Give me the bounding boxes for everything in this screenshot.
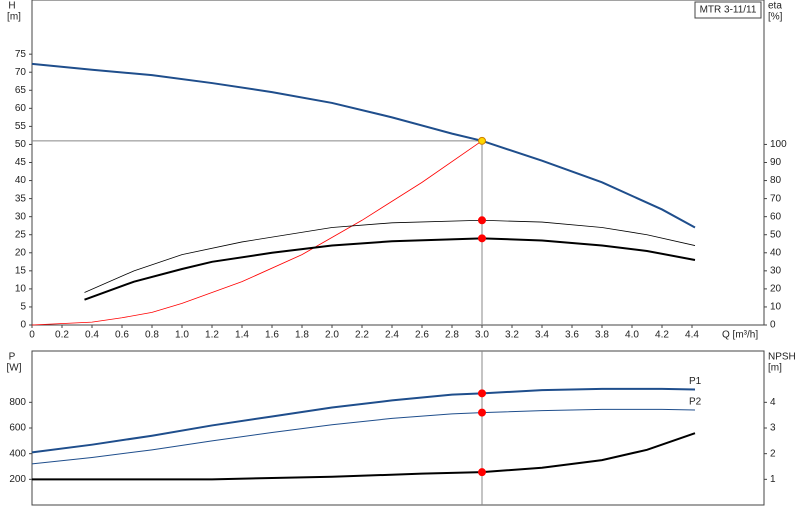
x-tick-label: 0 xyxy=(29,330,35,341)
y2-tick-label: 10 xyxy=(770,302,782,313)
x-tick-label: 1.6 xyxy=(265,330,279,341)
x-tick-label: 4.0 xyxy=(625,330,639,341)
y-axis-unit: [W] xyxy=(7,363,22,374)
y2-tick-label: 60 xyxy=(770,211,782,222)
y2-tick-label: 80 xyxy=(770,175,782,186)
x-tick-label: 1.0 xyxy=(175,330,189,341)
y2-tick-label: 2 xyxy=(770,448,776,459)
y-tick-label: 65 xyxy=(15,85,27,96)
duty-point xyxy=(478,234,486,243)
y-tick-label: 35 xyxy=(15,193,27,204)
duty-point xyxy=(478,136,486,145)
y2-axis-label: NPSH xyxy=(768,352,796,363)
y-tick-label: 60 xyxy=(15,103,27,114)
curve xyxy=(31,408,696,465)
x-tick-label: 0.2 xyxy=(55,330,69,341)
chart-title: MTR 3-11/11 xyxy=(700,5,757,16)
y-axis-label: H xyxy=(8,1,15,12)
duty-point xyxy=(478,468,486,477)
y2-tick-label: 30 xyxy=(770,265,782,276)
title-box xyxy=(694,1,762,19)
y2-tick-label: 50 xyxy=(770,229,782,240)
x-tick-label: 2.4 xyxy=(385,330,399,341)
x-tick-label: 3.2 xyxy=(505,330,519,341)
curve xyxy=(84,219,696,293)
y-tick-label: 45 xyxy=(15,157,27,168)
y-tick-label: 20 xyxy=(15,247,27,258)
x-tick-label: 3.4 xyxy=(535,330,549,341)
x-tick-label: 2.6 xyxy=(415,330,429,341)
x-tick-label: 0.6 xyxy=(115,330,129,341)
curve xyxy=(31,62,696,229)
y-tick-label: 10 xyxy=(15,284,27,295)
y-tick-label: 15 xyxy=(15,265,27,276)
y-tick-label: 200 xyxy=(9,474,26,485)
y2-tick-label: 40 xyxy=(770,247,782,258)
x-tick-label: 2.8 xyxy=(445,330,459,341)
y-tick-label: 70 xyxy=(15,67,27,78)
duty-point xyxy=(478,408,486,417)
duty-point xyxy=(478,216,486,225)
duty-point xyxy=(478,389,486,398)
y2-tick-label: 0 xyxy=(770,320,776,331)
x-tick-label: 4.4 xyxy=(685,330,699,341)
x-tick-label: 0.8 xyxy=(145,330,159,341)
x-tick-label: 0.4 xyxy=(85,330,99,341)
x-tick-label: 1.8 xyxy=(295,330,309,341)
x-axis-label: Q [m³/h] xyxy=(722,330,758,341)
y2-tick-label: 100 xyxy=(770,139,787,150)
y-tick-label: 40 xyxy=(15,175,27,186)
y2-tick-label: 90 xyxy=(770,157,782,168)
y-tick-label: 30 xyxy=(15,211,27,222)
series-label: P2 xyxy=(689,397,702,408)
y-tick-label: 55 xyxy=(15,121,27,132)
y2-tick-label: 20 xyxy=(770,284,782,295)
y-tick-label: 25 xyxy=(15,229,27,240)
series-label: P1 xyxy=(689,376,702,387)
y-tick-label: 50 xyxy=(15,139,27,150)
y-axis-unit: [m] xyxy=(7,12,21,23)
y-tick-label: 800 xyxy=(9,397,26,408)
y-tick-label: 5 xyxy=(20,302,26,313)
y-tick-label: 600 xyxy=(9,423,26,434)
curve xyxy=(31,140,483,326)
curve xyxy=(31,387,696,454)
y-tick-label: 400 xyxy=(9,448,26,459)
y-tick-label: 75 xyxy=(15,49,27,60)
y2-axis-unit: [m] xyxy=(768,363,782,374)
y2-axis-unit: [%] xyxy=(768,12,783,23)
x-tick-label: 1.2 xyxy=(205,330,219,341)
x-tick-label: 3.6 xyxy=(565,330,579,341)
x-tick-label: 2.2 xyxy=(355,330,369,341)
y-tick-label: 0 xyxy=(20,320,26,331)
y2-tick-label: 3 xyxy=(770,423,776,434)
x-tick-label: 3.0 xyxy=(475,330,489,341)
y2-tick-label: 70 xyxy=(770,193,782,204)
y2-tick-label: 1 xyxy=(770,474,776,485)
x-tick-label: 1.4 xyxy=(235,330,249,341)
x-tick-label: 4.2 xyxy=(655,330,669,341)
x-tick-label: 3.8 xyxy=(595,330,609,341)
y-axis-label: P xyxy=(9,352,16,363)
curve xyxy=(84,237,696,301)
y2-axis-label: eta xyxy=(768,1,782,12)
x-tick-label: 2.0 xyxy=(325,330,339,341)
y2-tick-label: 4 xyxy=(770,397,776,408)
